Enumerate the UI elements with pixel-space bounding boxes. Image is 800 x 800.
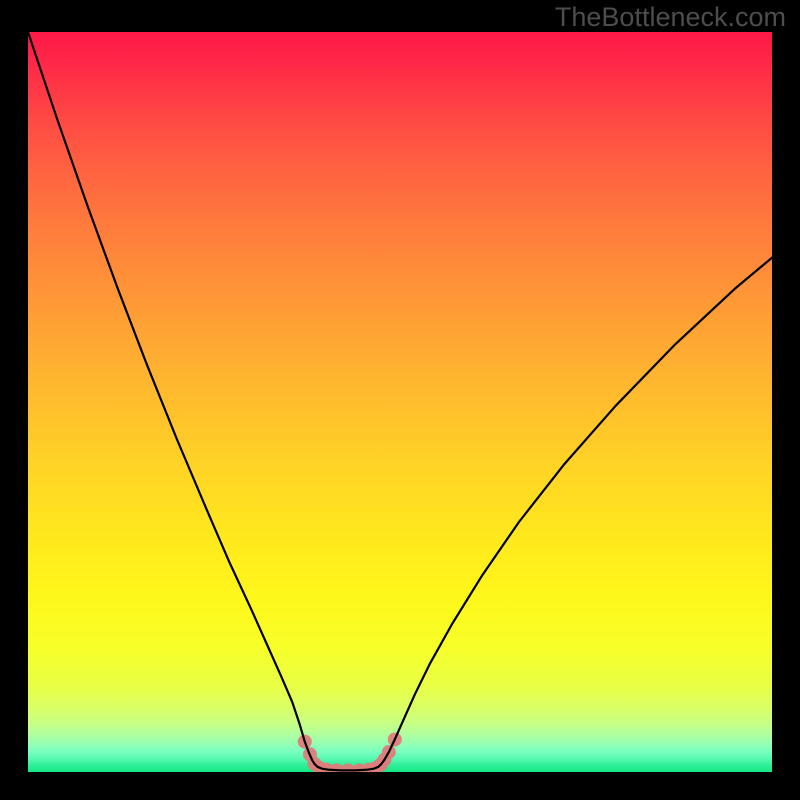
gradient-background	[28, 32, 772, 772]
watermark-text: TheBottleneck.com	[555, 2, 786, 33]
chart-frame	[28, 32, 772, 772]
bottleneck-curve-chart	[28, 32, 772, 772]
